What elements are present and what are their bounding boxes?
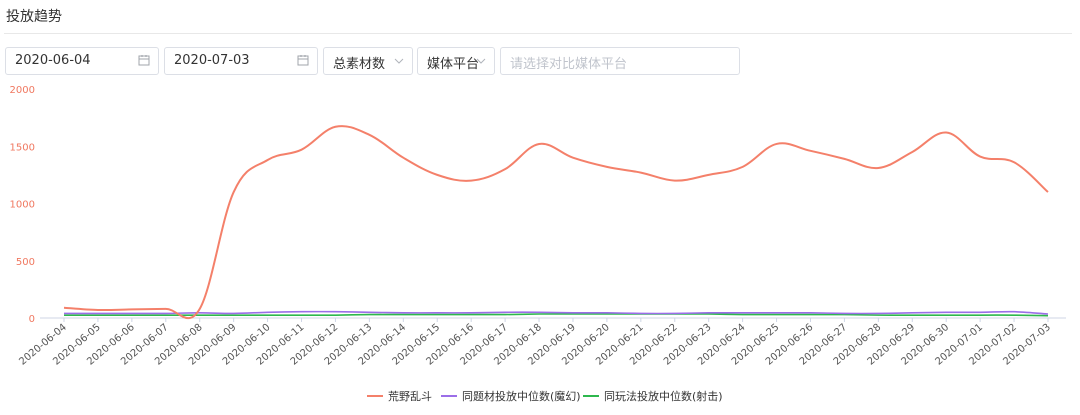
y-tick-label: 0 <box>29 314 35 325</box>
material-select-value: 总素材数 <box>333 57 386 72</box>
legend-swatch <box>583 395 599 397</box>
series-line-1 <box>64 310 1049 315</box>
start-date-picker[interactable]: 2020-06-04 <box>5 47 159 75</box>
calendar-icon <box>297 55 309 66</box>
compare-platform-select[interactable]: 请选择对比媒体平台 <box>500 47 740 75</box>
calendar-icon <box>138 55 150 66</box>
section-title: 投放趋势 <box>6 9 62 25</box>
x-axis: 2020-06-042020-06-052020-06-062020-06-07… <box>17 318 1053 368</box>
end-date-value: 2020-07-03 <box>174 53 250 68</box>
platform-select-value: 媒体平台 <box>427 57 480 72</box>
y-tick-label: 2000 <box>10 85 35 96</box>
legend-label: 同玩法投放中位数(射击) <box>604 390 723 403</box>
legend-label: 同题材投放中位数(魔幻) <box>462 390 581 403</box>
legend-item[interactable]: 同玩法投放中位数(射击) <box>583 388 723 404</box>
series-lines <box>63 125 1049 320</box>
series-line-0 <box>63 125 1049 320</box>
y-tick-label: 500 <box>16 257 35 268</box>
start-date-value: 2020-06-04 <box>15 53 91 68</box>
legend-item[interactable]: 荒野乱斗 <box>367 388 432 404</box>
compare-platform-placeholder: 请选择对比媒体平台 <box>510 57 628 72</box>
chevron-down-icon <box>476 58 486 64</box>
trend-chart: 0 500 1000 1500 2000 2020-06-042020-06-05202… <box>10 85 1066 368</box>
chevron-down-icon <box>394 58 404 64</box>
end-date-picker[interactable]: 2020-07-03 <box>164 47 318 75</box>
legend-swatch <box>441 395 457 397</box>
y-axis: 0 500 1000 1500 2000 <box>10 85 35 325</box>
legend-label: 荒野乱斗 <box>388 390 432 403</box>
legend-swatch <box>367 395 383 397</box>
material-select[interactable]: 总素材数 <box>323 47 413 75</box>
series-line-2 <box>64 313 1049 317</box>
divider <box>4 33 1072 34</box>
y-tick-label: 1000 <box>10 200 35 211</box>
legend-item[interactable]: 同题材投放中位数(魔幻) <box>441 388 581 404</box>
y-tick-label: 1500 <box>10 142 35 153</box>
platform-select[interactable]: 媒体平台 <box>417 47 495 75</box>
